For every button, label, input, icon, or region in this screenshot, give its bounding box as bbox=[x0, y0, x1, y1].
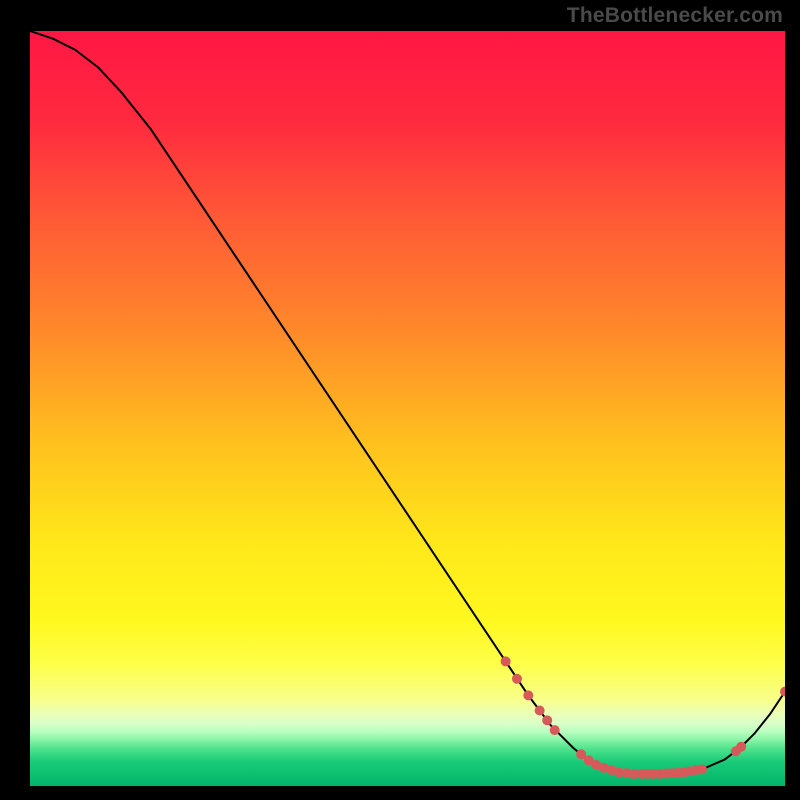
data-marker bbox=[550, 725, 560, 735]
chart-overlay bbox=[30, 31, 785, 786]
data-marker bbox=[736, 742, 746, 752]
watermark-text: TheBottlenecker.com bbox=[567, 4, 783, 28]
plot-area bbox=[30, 31, 785, 786]
data-marker bbox=[535, 706, 545, 716]
chart-container: TheBottlenecker.com bbox=[0, 0, 800, 800]
data-marker bbox=[697, 764, 707, 774]
data-marker bbox=[542, 715, 552, 725]
data-marker bbox=[780, 687, 785, 697]
data-marker bbox=[523, 690, 533, 700]
data-marker bbox=[501, 656, 511, 666]
curve-line bbox=[30, 31, 785, 774]
data-marker bbox=[512, 674, 522, 684]
